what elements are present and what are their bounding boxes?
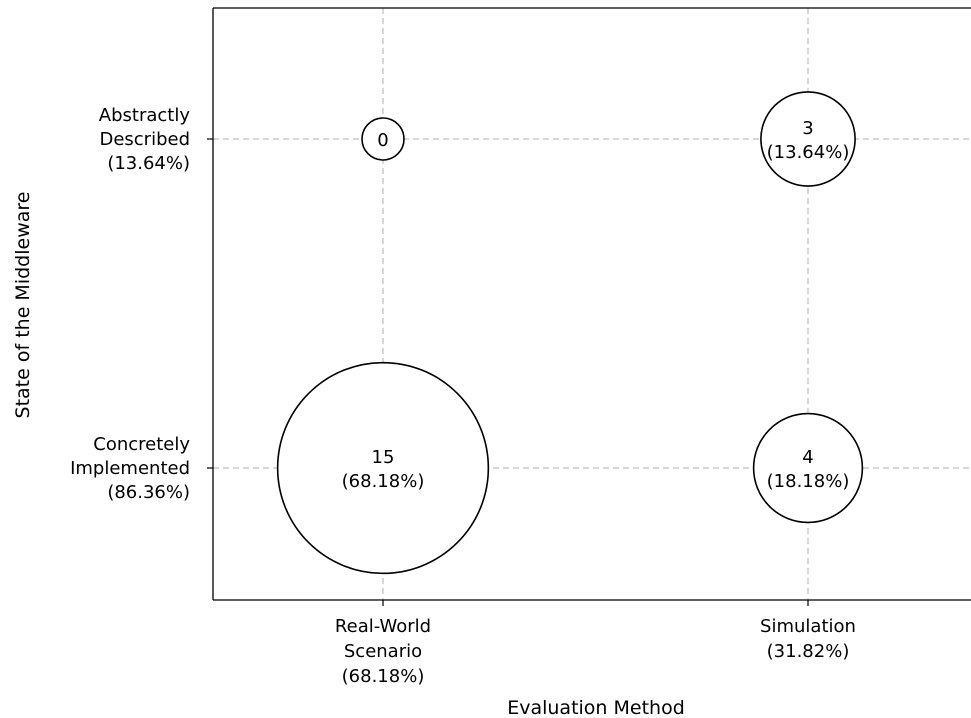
- y-tick-label-1-1: Described: [99, 129, 190, 150]
- bubble-2: [278, 363, 489, 574]
- y-tick-label-0-2: (86.36%): [107, 482, 190, 503]
- x-tick-label-1-0: Simulation: [760, 616, 856, 637]
- x-axis-ticks: Real-World Scenario (68.18%) Simulation (31.…: [335, 600, 856, 687]
- x-tick-label-0-2: (68.18%): [342, 666, 425, 687]
- y-tick-label-1-2: (13.64%): [107, 153, 190, 174]
- bubble-label-1: 3: [802, 118, 813, 139]
- bubble-percent-2: (68.18%): [342, 471, 425, 492]
- y-axis-ticks: Concretely Implemented (86.36%) Abstractly D…: [70, 105, 213, 503]
- bubbles: 0 3 (13.64%) 15 (68.18%) 4 (18.18%): [278, 92, 863, 573]
- y-tick-label-0-0: Concretely: [93, 434, 190, 455]
- x-tick-label-0-0: Real-World: [335, 616, 431, 637]
- bubble-label-3: 4: [802, 447, 813, 468]
- x-tick-label-0-1: Scenario: [344, 641, 422, 662]
- bubble-label-0: 0: [377, 130, 388, 151]
- bubble-1: [761, 92, 855, 186]
- y-tick-label-1-0: Abstractly: [99, 105, 191, 126]
- y-axis-title: State of the Middleware: [12, 192, 34, 419]
- x-tick-label-1-1: (31.82%): [767, 641, 850, 662]
- bubble-percent-1: (13.64%): [767, 142, 850, 163]
- bubble-label-2: 15: [372, 447, 395, 468]
- x-axis-title: Evaluation Method: [507, 697, 685, 718]
- bubble-percent-3: (18.18%): [767, 471, 850, 492]
- bubble-3: [754, 414, 863, 523]
- y-tick-label-0-1: Implemented: [70, 458, 190, 479]
